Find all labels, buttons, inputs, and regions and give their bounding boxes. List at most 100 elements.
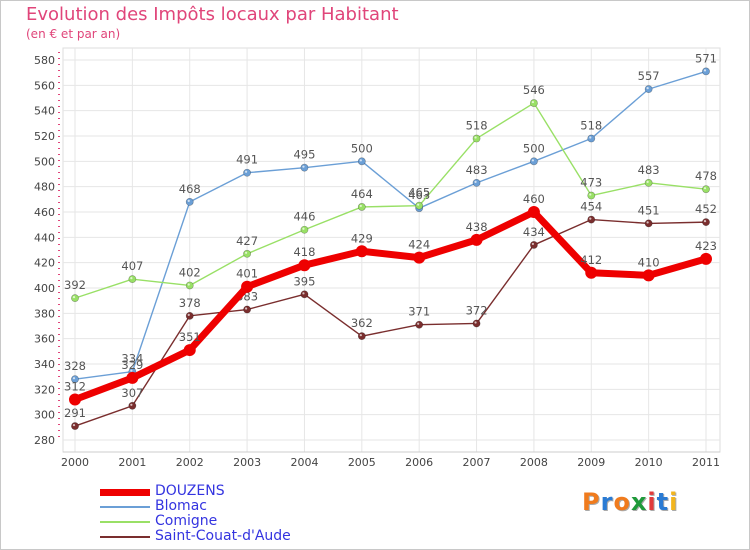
y-tick-label: 360 — [34, 333, 55, 346]
data-point — [527, 206, 540, 218]
data-point-highlight — [244, 170, 248, 173]
logo-letter: i — [669, 488, 679, 516]
data-point-highlight — [130, 277, 133, 280]
data-point-highlight — [703, 220, 707, 223]
data-point-highlight — [72, 423, 76, 427]
y-tick-label: 500 — [34, 155, 55, 168]
x-tick-label: 2002 — [176, 456, 204, 469]
x-tick-label: 2001 — [118, 456, 146, 469]
data-point — [702, 67, 710, 76]
data-point — [357, 203, 366, 211]
data-label: 460 — [523, 192, 545, 206]
logo-letter: P — [582, 488, 601, 516]
data-point-highlight — [187, 283, 190, 286]
x-tick-label: 2005 — [348, 456, 376, 469]
data-point — [702, 185, 710, 194]
data-point-highlight — [589, 217, 592, 220]
data-point — [69, 393, 81, 406]
data-point — [357, 157, 366, 166]
data-point — [644, 85, 653, 94]
data-point — [298, 259, 311, 272]
data-label: 500 — [523, 141, 545, 155]
plot-area — [62, 47, 721, 453]
data-point — [587, 215, 596, 224]
data-point — [530, 157, 538, 166]
data-point-highlight — [703, 69, 707, 72]
data-point — [470, 233, 483, 246]
data-label: 446 — [293, 210, 315, 224]
logo-letter: o — [613, 488, 631, 516]
data-label: 478 — [695, 169, 717, 183]
series-line-saint-couat-d-aude — [74, 218, 707, 427]
data-point-highlight — [130, 403, 133, 406]
legend-label: Comigne — [155, 513, 218, 529]
data-label: 465 — [408, 186, 430, 200]
data-point-highlight — [531, 159, 535, 162]
data-point — [355, 245, 368, 258]
data-label: 429 — [351, 231, 373, 245]
data-label: 427 — [236, 234, 258, 248]
data-point — [585, 266, 598, 279]
data-point — [71, 422, 79, 430]
data-point-highlight — [187, 313, 190, 316]
data-label: 392 — [64, 278, 86, 292]
data-label: 571 — [695, 51, 717, 65]
data-point-highlight — [187, 199, 190, 202]
data-point — [241, 280, 254, 293]
data-label: 328 — [64, 359, 86, 373]
legend-swatch — [100, 536, 150, 538]
data-label: 401 — [236, 267, 258, 281]
y-tick-label: 580 — [34, 54, 55, 67]
data-label: 334 — [121, 352, 143, 366]
data-label: 500 — [351, 141, 373, 155]
data-label: 307 — [121, 386, 143, 400]
data-point-highlight — [646, 221, 649, 224]
data-point — [472, 134, 481, 143]
data-point — [700, 252, 712, 265]
data-point — [300, 290, 309, 299]
series-line-blomac — [74, 70, 707, 380]
data-label: 372 — [466, 303, 488, 317]
data-label: 418 — [293, 245, 315, 259]
data-point-highlight — [359, 204, 362, 208]
data-point — [183, 344, 196, 357]
series-line-douzens — [71, 208, 710, 403]
x-tick-label: 2011 — [692, 456, 720, 469]
data-point — [644, 178, 653, 187]
data-label: 451 — [638, 203, 660, 217]
data-point — [243, 249, 251, 258]
data-label: 483 — [638, 163, 660, 177]
data-label: 410 — [638, 255, 660, 269]
data-point-highlight — [302, 165, 305, 168]
data-label: 312 — [64, 379, 86, 393]
data-point — [71, 294, 79, 303]
chart-subtitle: (en € et par an) — [26, 27, 121, 41]
x-tick-label: 2007 — [463, 456, 491, 469]
data-label: 557 — [638, 69, 660, 83]
data-point-highlight — [703, 187, 707, 190]
data-point-highlight — [531, 100, 535, 104]
data-point-highlight — [302, 292, 305, 295]
data-label: 434 — [523, 225, 545, 239]
legend-swatch — [100, 521, 150, 523]
data-point — [128, 401, 137, 410]
data-point-highlight — [417, 322, 420, 325]
data-point — [128, 275, 137, 284]
x-tick-label: 2004 — [290, 456, 318, 469]
data-point-highlight — [589, 136, 592, 139]
data-point-highlight — [359, 159, 362, 162]
series-line-comigne — [74, 102, 707, 299]
data-label: 491 — [236, 153, 258, 167]
data-label: 402 — [179, 265, 201, 279]
data-point — [415, 320, 424, 329]
x-tick-label: 2000 — [61, 456, 89, 469]
data-point — [415, 201, 424, 210]
x-tick-label: 2009 — [577, 456, 605, 469]
logo-letter: t — [656, 488, 670, 516]
legend-label: Saint-Couat-d'Aude — [155, 528, 291, 544]
y-tick-label: 460 — [34, 206, 55, 219]
data-point-highlight — [302, 227, 305, 230]
data-label: 395 — [293, 274, 315, 288]
data-point — [185, 197, 194, 206]
